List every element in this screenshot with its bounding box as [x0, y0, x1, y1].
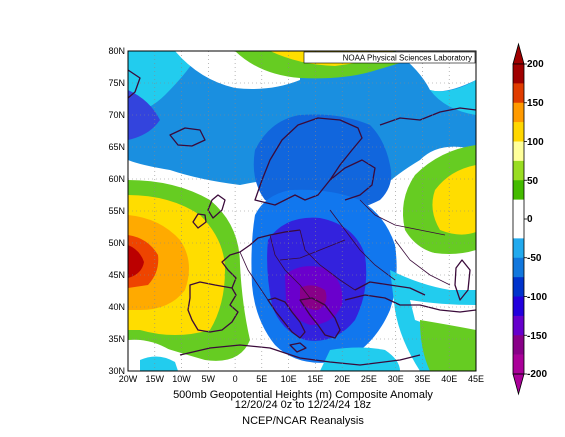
colorbar-segment	[513, 64, 524, 84]
colorbar-segment	[513, 335, 524, 355]
lon-label: 10W	[172, 374, 191, 384]
colorbar-segment	[513, 296, 524, 317]
colorbar-segment	[513, 315, 524, 336]
lon-label: 35E	[414, 374, 430, 384]
lon-label: 10E	[281, 374, 297, 384]
lon-labels: 20W 15W 10W 5W 0 5E 10E 15E 20E 25E 30E …	[119, 374, 484, 384]
colorbar-segment	[513, 180, 524, 200]
colorbar-top-arrow	[512, 42, 525, 65]
lon-label: 30E	[388, 374, 404, 384]
colorbar-segment	[513, 238, 524, 259]
lat-label: 80N	[108, 46, 125, 56]
colorbar-label: -100	[527, 292, 547, 303]
colorbar-segment	[513, 277, 524, 297]
lon-label: 20E	[334, 374, 350, 384]
colorbar-segment	[513, 257, 524, 278]
lon-label: 20W	[119, 374, 138, 384]
positive-anomaly-east-inner	[432, 165, 476, 235]
colorbar-segment	[513, 102, 524, 123]
lon-label: 15E	[307, 374, 323, 384]
positive-southeast-green	[420, 320, 476, 371]
graticule	[128, 51, 476, 371]
cyan-north-east	[430, 80, 476, 115]
caption-line2: 12/20/24 0z to 12/24/24 18z	[234, 399, 372, 411]
negative-anomaly-scandinavia	[253, 114, 392, 212]
colorbar-label: 50	[527, 176, 539, 187]
colorbar-segment	[513, 354, 524, 375]
lat-label: 75N	[108, 78, 125, 88]
map-frame	[127, 50, 477, 372]
lon-label: 5E	[256, 374, 267, 384]
lon-label: 0	[233, 374, 238, 384]
caption-line3: NCEP/NCAR Reanalysis	[242, 415, 364, 427]
colorbar-bottom-arrow	[512, 373, 525, 396]
negative-anomaly-mediterranean-peak	[300, 285, 327, 310]
colorbar-label: 100	[527, 137, 544, 148]
colorbar-label: -150	[527, 331, 547, 342]
anomaly-field	[128, 51, 476, 371]
colorbar-label: 200	[527, 59, 544, 70]
colorbar-segment	[513, 122, 524, 142]
caption-line1: 500mb Geopotential Heights (m) Composite…	[173, 389, 433, 401]
lat-label: 35N	[108, 334, 125, 344]
lat-label: 50N	[108, 238, 125, 248]
lab-label: NOAA Physical Sciences Laboratory	[343, 54, 472, 63]
lon-label: 40E	[441, 374, 457, 384]
lon-label: 45E	[468, 374, 484, 384]
colorbar-label: 0	[527, 214, 533, 225]
white-east	[400, 230, 476, 275]
lat-label: 45N	[108, 270, 125, 280]
lab-label-box	[303, 51, 476, 64]
lat-label: 30N	[108, 366, 125, 376]
colorbar-segment	[513, 141, 524, 162]
positive-anomaly-atlantic-core	[128, 245, 144, 278]
country-borders	[239, 199, 451, 301]
colorbar-segment	[513, 219, 524, 239]
colorbar-segment	[513, 83, 524, 104]
colorbar	[512, 42, 527, 396]
lon-label: 15W	[146, 374, 165, 384]
colorbar-label: 150	[527, 98, 544, 109]
colorbar-segment	[513, 199, 524, 220]
positive-anomaly-atlantic-orange	[128, 215, 189, 310]
lat-label: 40N	[108, 302, 125, 312]
colorbar-labels: 200 150 100 50 0 -50 -100 -150 -200	[527, 59, 547, 380]
lon-label: 25E	[361, 374, 377, 384]
cyan-southwest-2	[140, 356, 178, 371]
lon-label: 5W	[202, 374, 216, 384]
lat-label: 60N	[108, 174, 125, 184]
colorbar-segment	[513, 160, 524, 181]
lat-label: 65N	[108, 142, 125, 152]
colorbar-label: -50	[527, 253, 542, 264]
colorbar-label: -200	[527, 369, 547, 380]
lat-labels: 80N 75N 70N 65N 60N 55N 50N 45N 40N 35N …	[108, 46, 125, 376]
cyan-south-center	[320, 347, 400, 371]
lat-label: 55N	[108, 206, 125, 216]
lat-label: 70N	[108, 110, 125, 120]
